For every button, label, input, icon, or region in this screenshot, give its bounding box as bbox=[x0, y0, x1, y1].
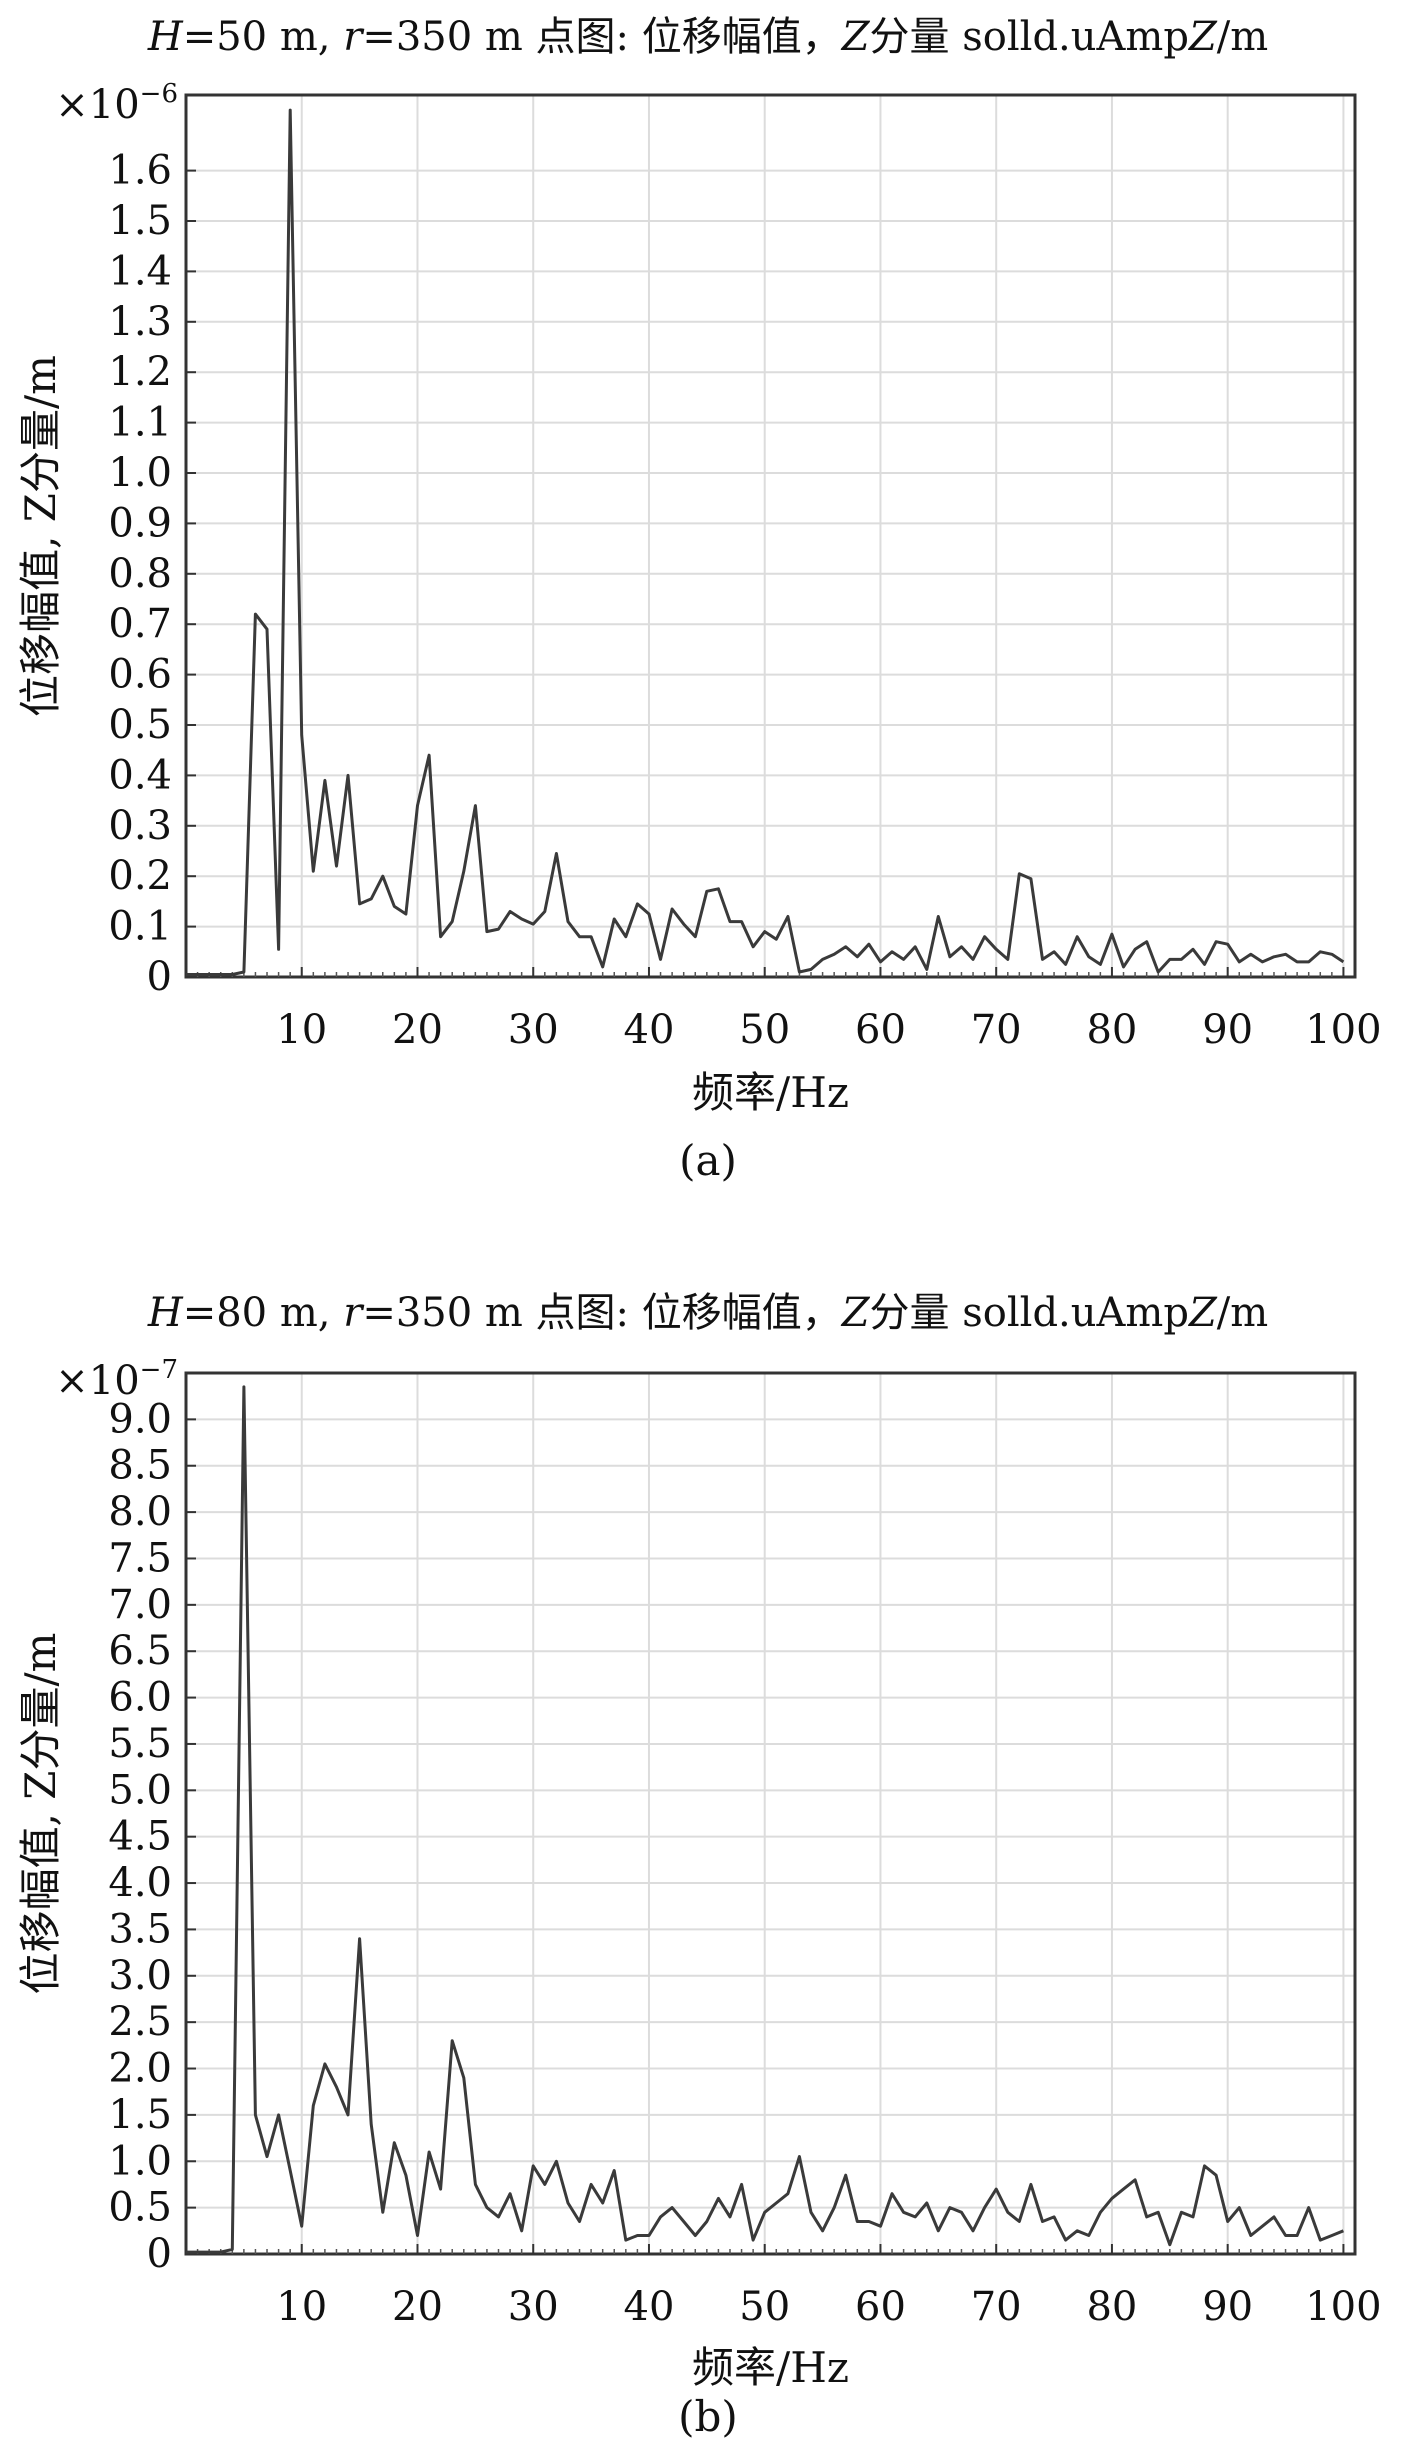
y-tick-label: 0.8 bbox=[108, 551, 172, 597]
y-tick-label: 8.0 bbox=[108, 1489, 172, 1535]
y-tick-label: 0 bbox=[147, 2231, 172, 2277]
series-line bbox=[186, 108, 1345, 976]
y-tick-label: 1.0 bbox=[108, 450, 172, 496]
y-tick-label: 8.5 bbox=[108, 1443, 172, 1489]
series-line bbox=[186, 1385, 1344, 2254]
y-tick-label: 2.0 bbox=[108, 2046, 172, 2092]
y-tick-label: 1.4 bbox=[108, 248, 172, 294]
y-tick-label: 3.0 bbox=[108, 1953, 172, 1999]
y-tick-label: 1.2 bbox=[108, 349, 172, 395]
figure-caption: (b) bbox=[678, 2392, 738, 2441]
x-tick-label: 80 bbox=[1086, 2284, 1137, 2330]
x-tick-label: 70 bbox=[971, 1007, 1022, 1053]
y-tick-label: 0.4 bbox=[108, 752, 172, 798]
chart-a-svg: H=50 m, r=350 m 点图: 位移幅值，Z分量 solld.uAmpZ… bbox=[16, 14, 1382, 1185]
x-axis-label: 频率/Hz bbox=[692, 1068, 849, 1117]
x-tick-label: 20 bbox=[392, 1007, 443, 1053]
y-tick-label: 0.6 bbox=[108, 652, 172, 698]
y-tick-label: 6.5 bbox=[108, 1628, 172, 1674]
y-tick-label: 7.5 bbox=[108, 1535, 172, 1581]
y-tick-label: 4.0 bbox=[108, 1860, 172, 1906]
y-tick-label: 5.5 bbox=[108, 1721, 172, 1767]
y-tick-label: 2.5 bbox=[108, 1999, 172, 2045]
y-tick-label: 0.1 bbox=[108, 904, 172, 950]
x-tick-label: 70 bbox=[971, 2284, 1022, 2330]
x-tick-label: 100 bbox=[1305, 2284, 1381, 2330]
x-tick-label: 10 bbox=[276, 1007, 327, 1053]
plot-area bbox=[186, 95, 1355, 977]
y-tick-label: 1.5 bbox=[108, 2092, 172, 2138]
plot-frame bbox=[184, 1371, 1357, 2256]
y-tick-label: 0.3 bbox=[108, 803, 172, 849]
y-tick-label: 7.0 bbox=[108, 1582, 172, 1628]
y-tick-label: 0.5 bbox=[108, 702, 172, 748]
x-tick-label: 100 bbox=[1305, 1007, 1381, 1053]
chart-panel-a: H=50 m, r=350 m 点图: 位移幅值，Z分量 solld.uAmpZ… bbox=[0, 0, 1417, 1226]
y-tick-label: 5.0 bbox=[108, 1767, 172, 1813]
y-axis-label: 位移幅值, Z分量/m bbox=[16, 355, 65, 717]
x-tick-label: 10 bbox=[276, 2284, 327, 2330]
y-tick-label: 0.7 bbox=[108, 601, 172, 647]
x-tick-label: 40 bbox=[624, 1007, 675, 1053]
x-axis-label: 频率/Hz bbox=[692, 2343, 849, 2392]
x-tick-label: 90 bbox=[1202, 1007, 1253, 1053]
y-tick-label: 1.1 bbox=[108, 400, 172, 446]
x-tick-label: 60 bbox=[855, 1007, 906, 1053]
x-tick-label: 80 bbox=[1086, 1007, 1137, 1053]
x-tick-label: 30 bbox=[508, 2284, 559, 2330]
y-tick-label: 4.5 bbox=[108, 1814, 172, 1860]
x-tick-label: 30 bbox=[508, 1007, 559, 1053]
x-tick-label: 50 bbox=[739, 1007, 790, 1053]
chart-panel-b: H=80 m, r=350 m 点图: 位移幅值，Z分量 solld.uAmpZ… bbox=[0, 1226, 1417, 2453]
figure-caption: (a) bbox=[679, 1136, 737, 1185]
y-tick-label: 0.2 bbox=[108, 853, 172, 899]
y-tick-label: 6.0 bbox=[108, 1675, 172, 1721]
x-tick-label: 40 bbox=[624, 2284, 675, 2330]
y-tick-label: 3.5 bbox=[108, 1906, 172, 1952]
y-axis-label: 位移幅值, Z分量/m bbox=[16, 1633, 65, 1995]
y-tick-label: 9.0 bbox=[108, 1396, 172, 1442]
y-tick-label: 1.3 bbox=[108, 299, 172, 345]
plot-frame bbox=[184, 93, 1357, 979]
y-tick-label: 0.9 bbox=[108, 500, 172, 546]
chart-title: H=80 m, r=350 m 点图: 位移幅值，Z分量 solld.uAmpZ… bbox=[147, 1290, 1268, 1336]
y-tick-label: 1.5 bbox=[108, 198, 172, 244]
x-tick-label: 50 bbox=[739, 2284, 790, 2330]
x-tick-label: 20 bbox=[392, 2284, 443, 2330]
plot-area bbox=[186, 1373, 1355, 2254]
y-tick-label: 0.5 bbox=[108, 2185, 172, 2231]
y-multiplier: ×10−7 bbox=[55, 1355, 178, 1404]
y-tick-label: 1.0 bbox=[108, 2138, 172, 2184]
y-multiplier: ×10−6 bbox=[55, 79, 178, 128]
y-tick-label: 1.6 bbox=[108, 148, 172, 194]
chart-b-svg: H=80 m, r=350 m 点图: 位移幅值，Z分量 solld.uAmpZ… bbox=[16, 1290, 1382, 2441]
x-tick-label: 60 bbox=[855, 2284, 906, 2330]
x-tick-label: 90 bbox=[1202, 2284, 1253, 2330]
chart-title: H=50 m, r=350 m 点图: 位移幅值，Z分量 solld.uAmpZ… bbox=[147, 14, 1268, 60]
y-tick-label: 0 bbox=[147, 954, 172, 1000]
